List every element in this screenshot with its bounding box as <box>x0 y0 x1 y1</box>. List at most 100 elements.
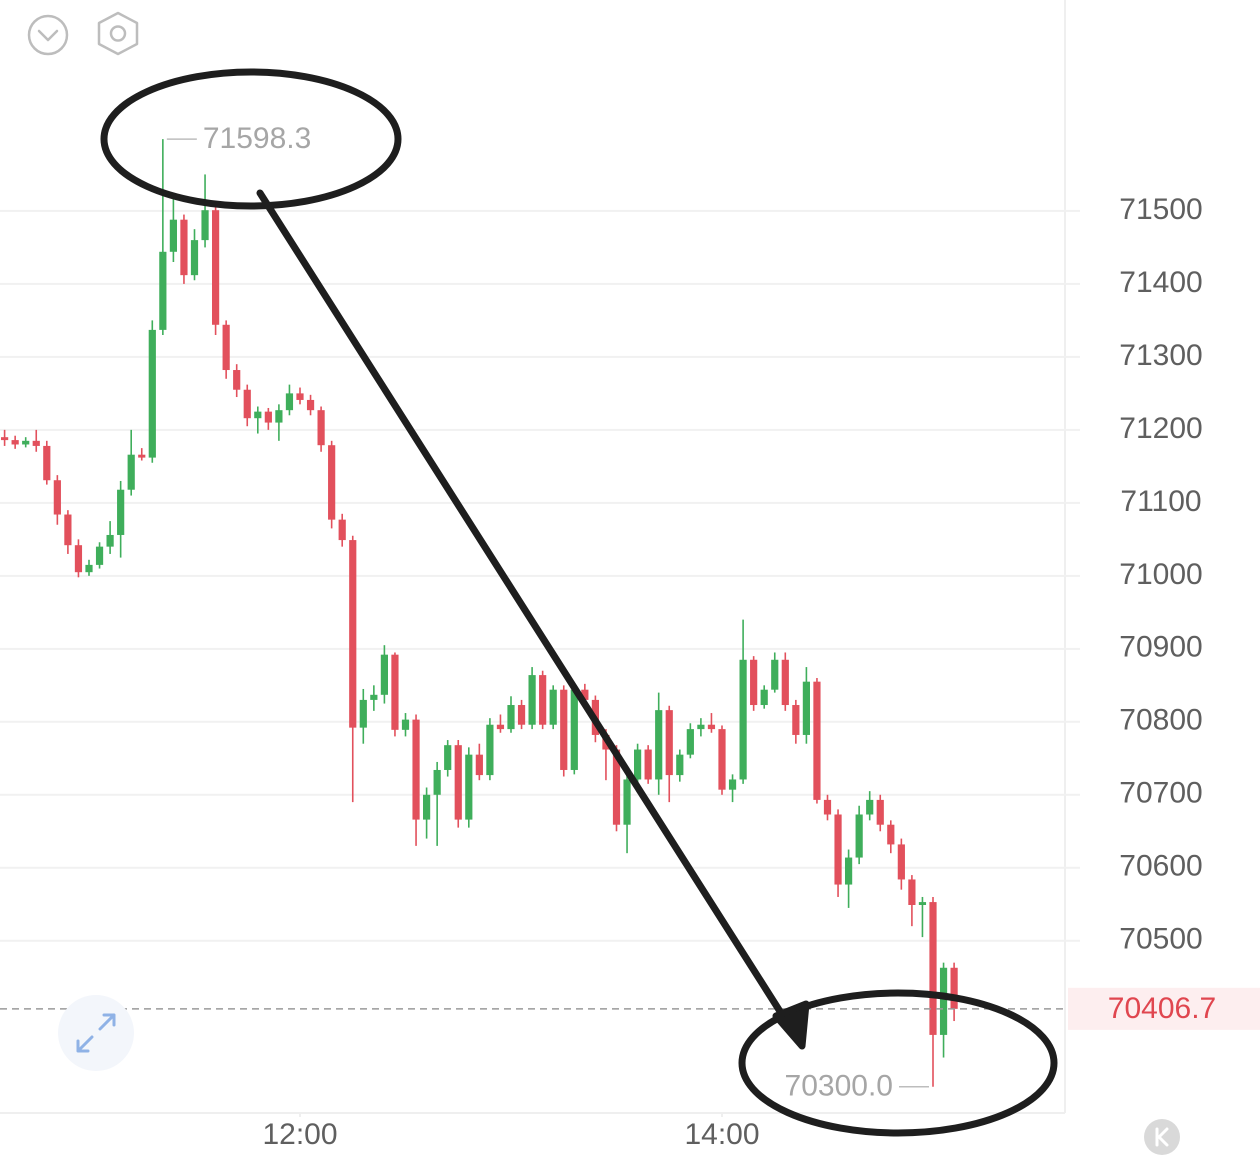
candle-body <box>401 719 410 730</box>
candle-body <box>444 745 452 770</box>
candle-body <box>53 480 61 515</box>
candle-body <box>665 710 673 776</box>
candle-body <box>85 564 93 573</box>
candle-body <box>496 724 505 730</box>
candle-body <box>243 389 251 419</box>
candle-body <box>517 705 526 725</box>
candle-body <box>454 745 462 820</box>
candle-body <box>823 799 832 815</box>
annotation <box>100 68 1058 1137</box>
candle-body <box>201 210 209 241</box>
candle-body <box>64 514 72 546</box>
candle-body <box>148 329 156 458</box>
candle-body <box>876 799 884 825</box>
candle-body <box>127 454 135 490</box>
candle-body <box>644 749 652 780</box>
candle-body <box>845 857 853 885</box>
candle-body <box>22 440 30 445</box>
x-tick-label: 14:00 <box>684 1118 759 1151</box>
candle-body <box>728 779 737 790</box>
candle-body <box>254 411 262 419</box>
candle-body <box>802 681 810 735</box>
settings-button[interactable] <box>97 11 139 56</box>
candle-body <box>412 719 420 820</box>
y-tick-label: 70900 <box>1119 631 1202 664</box>
candle-body <box>32 440 40 446</box>
candle-body <box>813 681 821 800</box>
candle-body <box>138 454 146 458</box>
candle-body <box>212 210 220 325</box>
last-price-box <box>1068 987 1260 1030</box>
candle-body <box>697 724 705 730</box>
candle-body <box>285 393 294 411</box>
expand-button[interactable] <box>58 995 134 1071</box>
candle-body <box>634 749 642 780</box>
candle-body <box>549 689 557 725</box>
candle-body <box>834 814 842 885</box>
extreme-label: 71598.3 <box>203 122 311 155</box>
candle-body <box>264 411 272 423</box>
candle-body <box>866 799 874 815</box>
candle-body <box>296 393 304 400</box>
candle-body <box>781 659 789 706</box>
candle-body <box>908 879 916 905</box>
candle-body <box>475 754 483 776</box>
candle-body <box>760 689 768 706</box>
candle-body <box>486 724 494 776</box>
y-tick-label: 70500 <box>1119 923 1202 956</box>
candle-body <box>95 546 104 565</box>
k-button[interactable] <box>1144 1119 1180 1155</box>
candle-body <box>117 489 125 535</box>
y-tick-label: 70700 <box>1119 777 1202 810</box>
candles <box>0 139 1065 1087</box>
extreme-label: 70300.0 <box>785 1070 893 1103</box>
y-tick-label: 70800 <box>1119 704 1202 737</box>
candle-body <box>507 705 515 730</box>
candle-body <box>423 794 431 820</box>
candle-body <box>159 251 167 330</box>
candle-body <box>718 729 726 790</box>
candle-body <box>338 519 346 541</box>
candle-body <box>929 902 937 1035</box>
candle-body <box>855 814 863 858</box>
candle-body <box>222 324 230 371</box>
collapse-button[interactable] <box>27 14 69 56</box>
y-tick-label: 71500 <box>1119 193 1202 226</box>
candle-body <box>655 710 663 780</box>
candle-body <box>106 534 114 547</box>
candle-body <box>560 689 568 770</box>
candle-body <box>233 370 241 390</box>
candle-body <box>539 675 547 725</box>
x-tick-label: 12:00 <box>262 1118 337 1151</box>
candle-body <box>750 659 758 706</box>
candle-body <box>707 724 716 730</box>
y-tick-label: 71100 <box>1120 485 1201 518</box>
candle-body <box>169 219 177 252</box>
last-price-label: 70406.7 <box>1108 992 1216 1025</box>
candle-body <box>43 445 51 481</box>
candle-body <box>370 694 378 700</box>
candle-body <box>328 445 336 520</box>
candle-body <box>887 824 895 845</box>
y-tick-label: 71000 <box>1119 558 1202 591</box>
candle-body <box>317 410 325 446</box>
y-tick-label: 71300 <box>1119 339 1202 372</box>
candle-body <box>275 410 283 423</box>
candle-body <box>190 240 199 276</box>
candle-body <box>570 689 578 770</box>
candle-body <box>380 654 388 695</box>
candle-body <box>528 675 536 725</box>
y-tick-label: 71200 <box>1119 412 1202 445</box>
candle-body <box>391 654 399 730</box>
candle-body <box>0 437 9 441</box>
candle-body <box>897 844 905 880</box>
candle-body <box>792 705 800 735</box>
candle-body <box>623 779 631 825</box>
candle-body <box>359 699 367 728</box>
candle-body <box>433 769 441 795</box>
candle-body <box>74 545 83 573</box>
candle-body <box>686 729 694 755</box>
candle-body <box>612 749 621 825</box>
